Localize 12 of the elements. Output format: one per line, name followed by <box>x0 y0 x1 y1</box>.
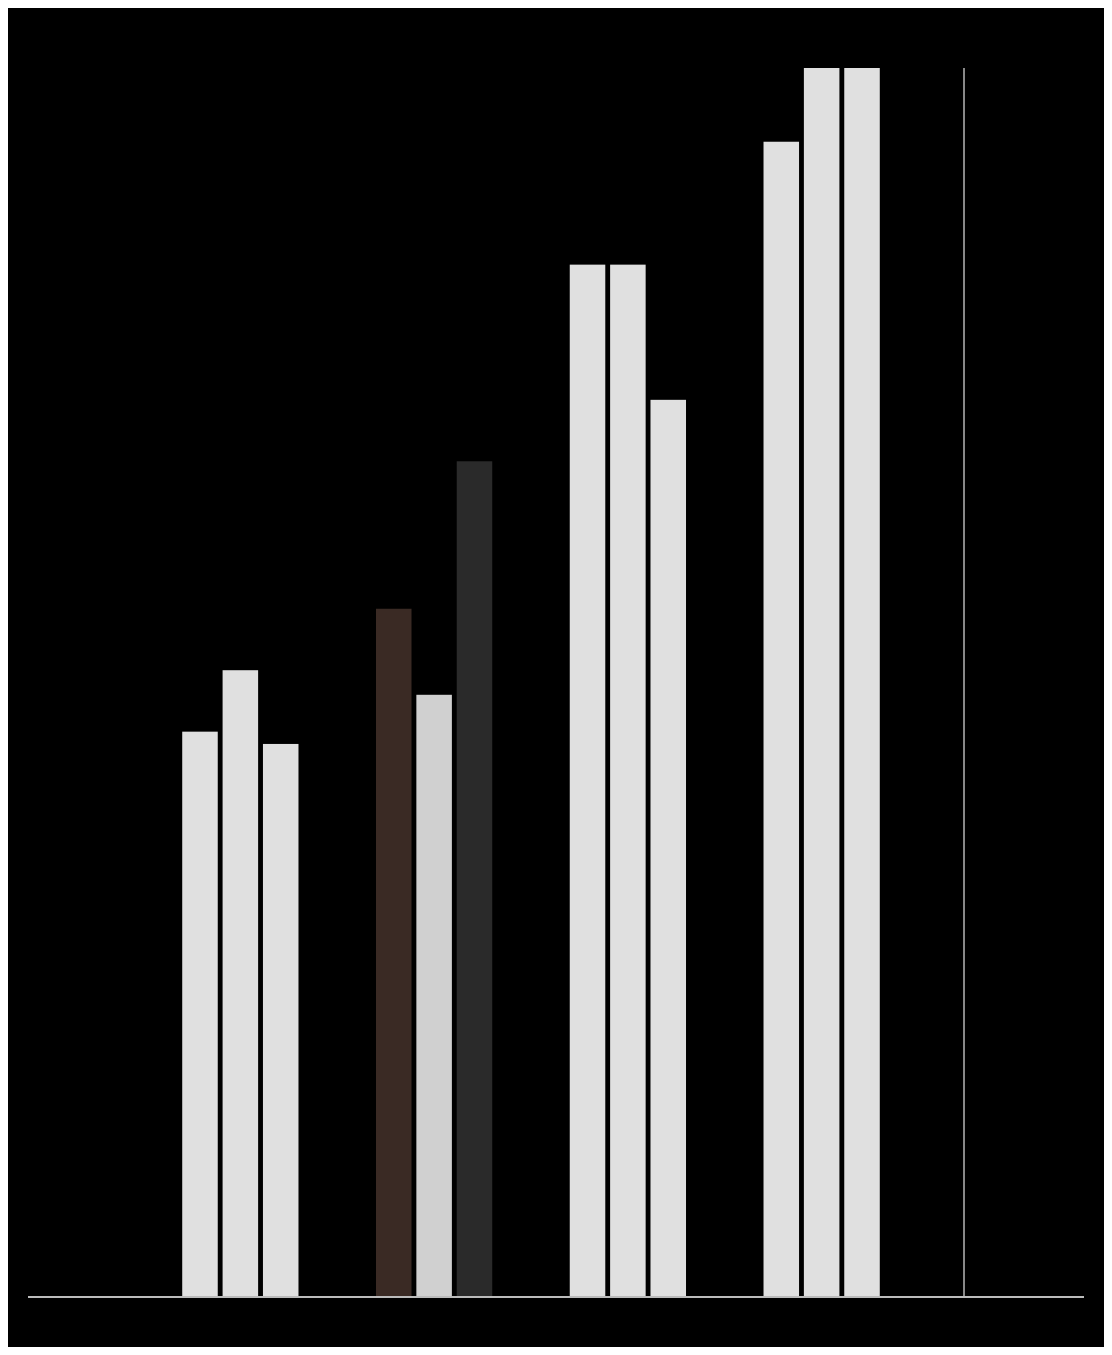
bar <box>182 731 218 1297</box>
bar <box>650 399 687 1297</box>
bar <box>610 264 646 1297</box>
bar <box>222 670 259 1297</box>
bar <box>569 264 606 1297</box>
bar <box>763 141 800 1297</box>
bar <box>803 68 840 1297</box>
bar <box>262 743 299 1297</box>
bar <box>416 694 452 1297</box>
bar <box>844 68 880 1297</box>
bar <box>456 461 493 1297</box>
bar <box>375 608 412 1297</box>
